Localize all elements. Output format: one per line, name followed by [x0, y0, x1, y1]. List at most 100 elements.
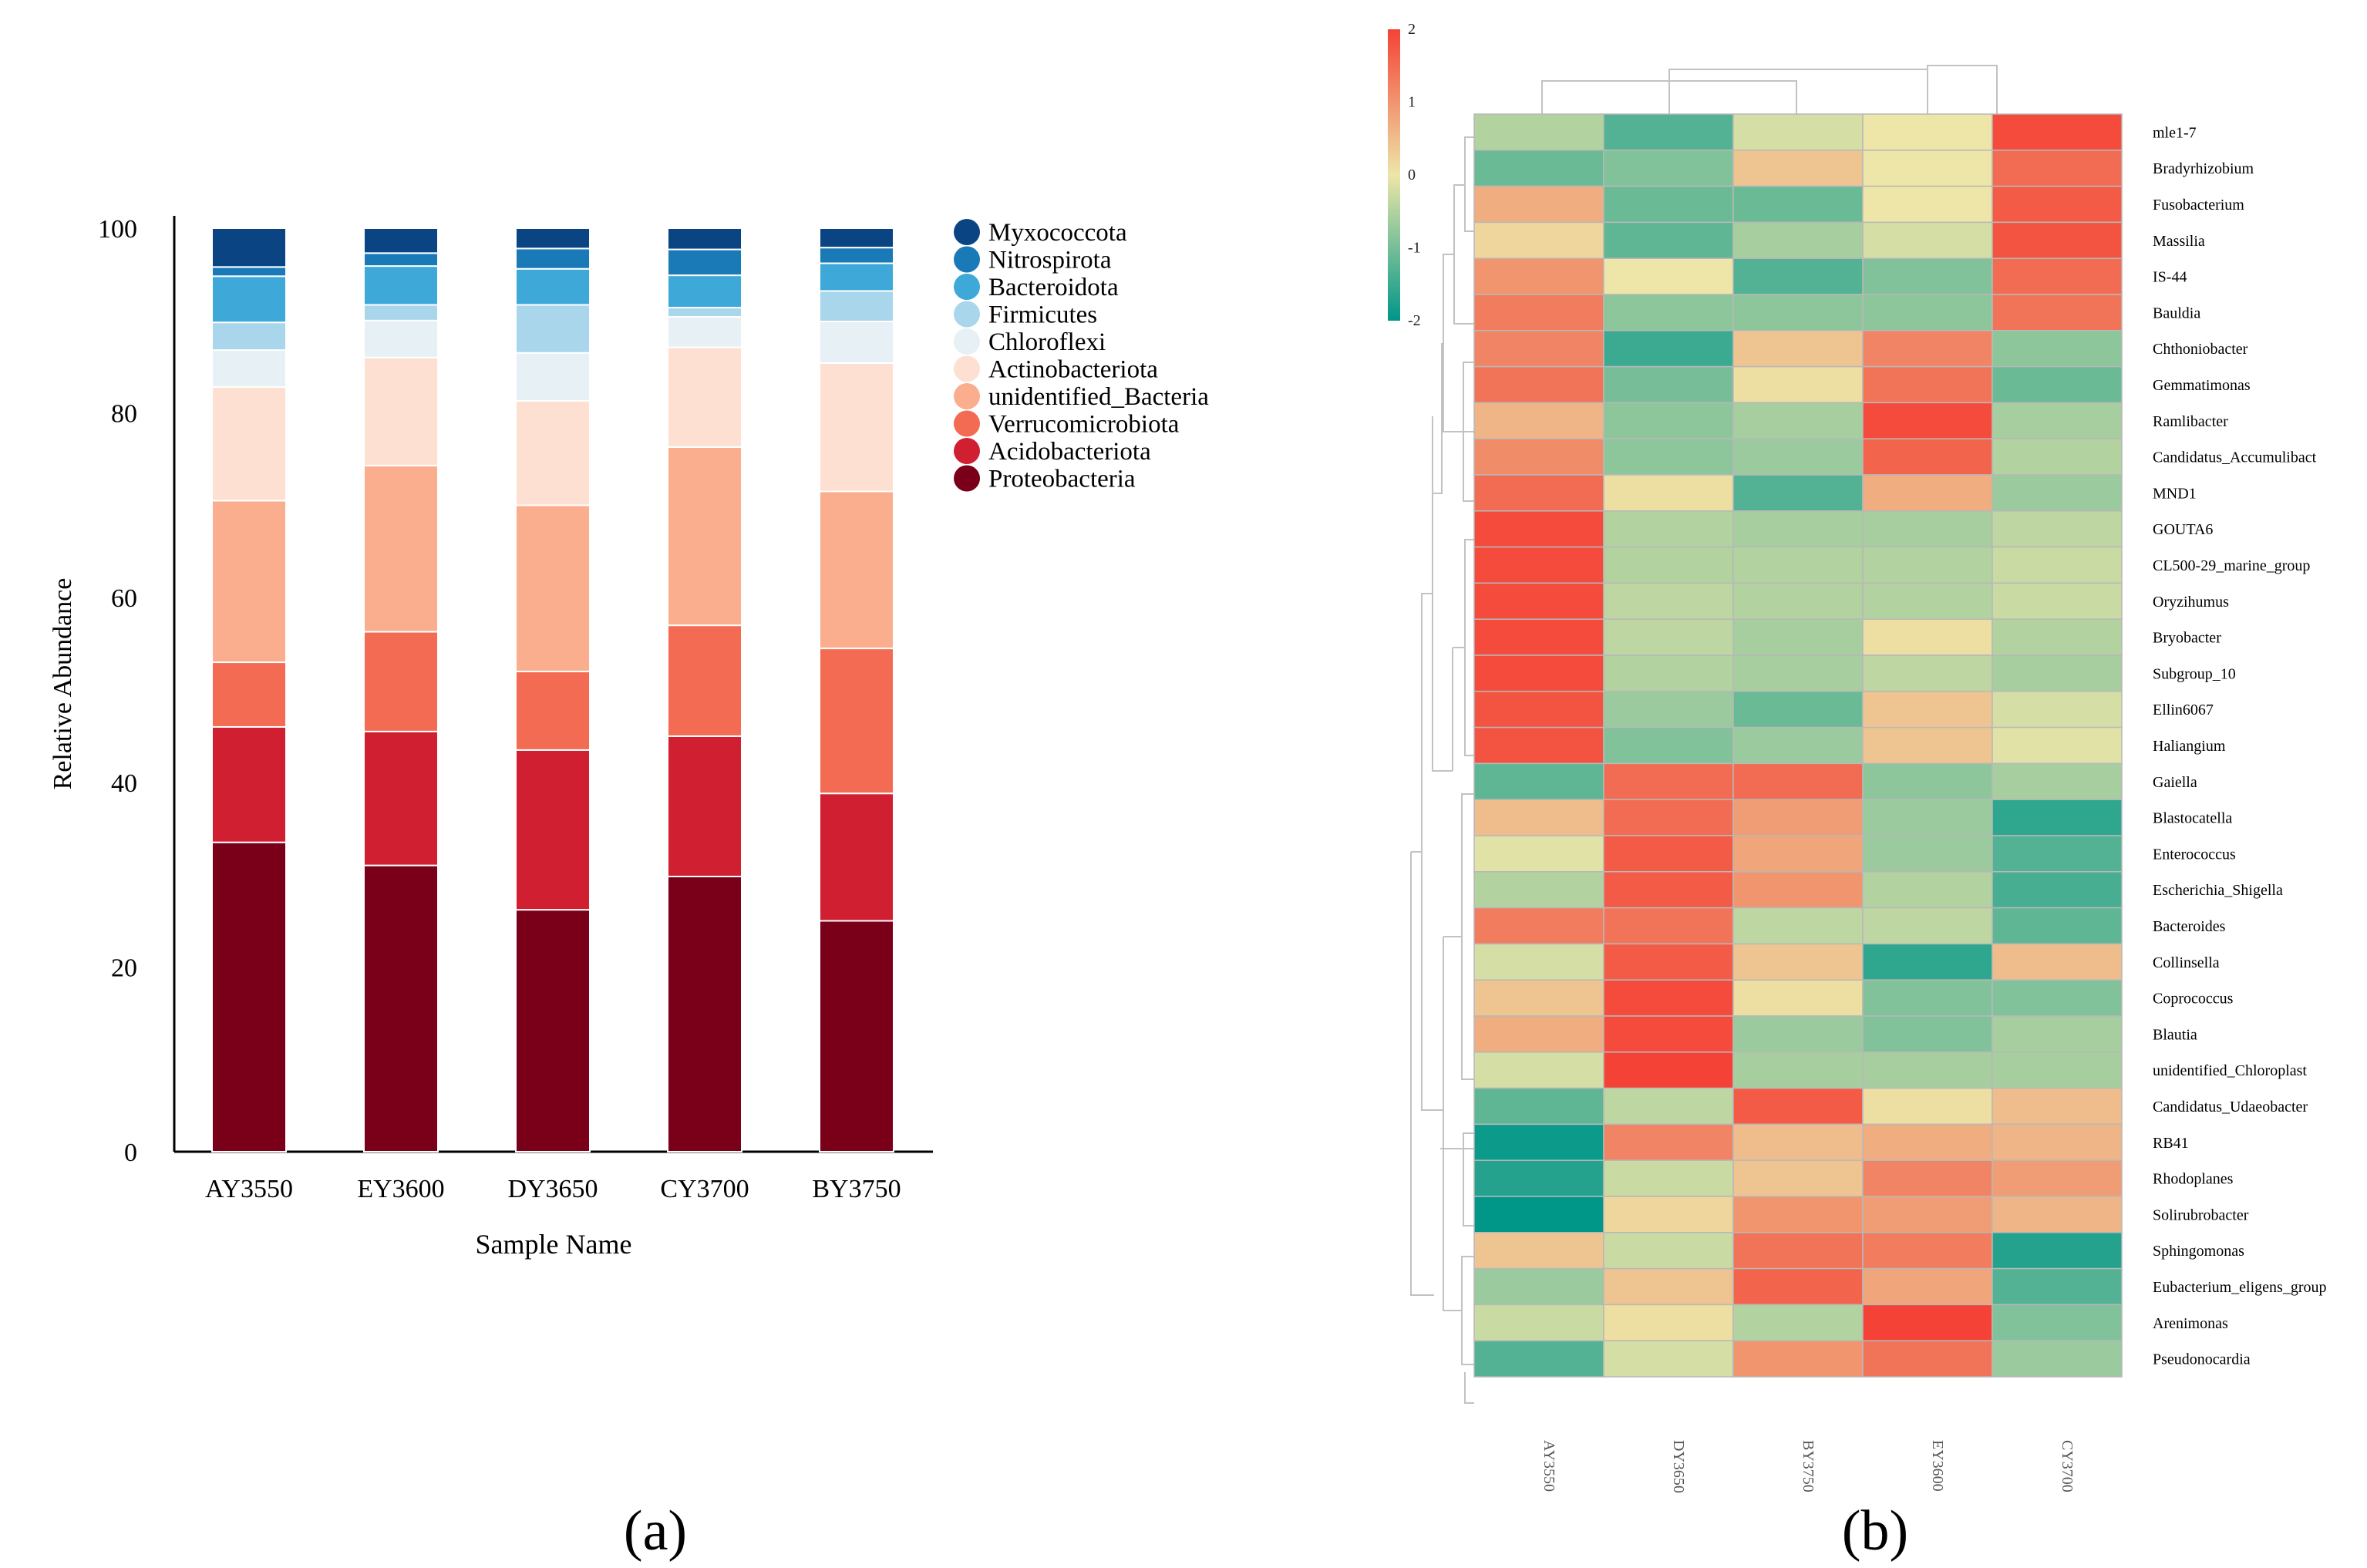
heatmap-cell: [1862, 582, 1993, 620]
column-label: DY3650: [1670, 1440, 1687, 1493]
heatmap-cell: [1992, 1087, 2123, 1126]
legend-swatch: [954, 465, 980, 492]
bar-segment: [515, 504, 591, 673]
legend-item: Actinobacteriota: [954, 355, 1158, 384]
row-label: Blastocatella: [2153, 810, 2232, 827]
heatmap-cell: [1732, 654, 1864, 692]
heatmap-cell: [1603, 474, 1734, 512]
heatmap-cell: [1603, 1232, 1734, 1270]
heatmap-cell: [1862, 762, 1993, 800]
heatmap-cell: [1992, 150, 2123, 187]
heatmap-cell: [1473, 1123, 1604, 1161]
heatmap-cell: [1473, 1015, 1604, 1053]
heatmap-cell: [1992, 618, 2123, 656]
legend-swatch: [954, 219, 980, 245]
heatmap-cell: [1992, 510, 2123, 548]
row-label: Haliangium: [2153, 738, 2226, 755]
heatmap-cell: [1473, 943, 1604, 981]
heatmap-cell: [1473, 799, 1604, 836]
row-label: Fusobacterium: [2153, 197, 2244, 214]
heatmap-cell: [1732, 221, 1864, 259]
row-label: Coprococcus: [2153, 991, 2234, 1008]
heatmap-cell: [1603, 618, 1734, 656]
heatmap-cell: [1473, 1196, 1604, 1233]
heatmap-cell: [1732, 691, 1864, 728]
heatmap-cell: [1992, 1159, 2123, 1197]
row-label: CL500-29_marine_group: [2153, 557, 2310, 574]
bar-segment: [211, 841, 287, 1153]
legend-label: Myxococcota: [988, 219, 1127, 247]
heatmap-cell: [1603, 113, 1734, 151]
y-tick-label: 80: [111, 400, 137, 429]
heatmap-cell: [1862, 1087, 1993, 1126]
heatmap-cell: [1732, 979, 1864, 1017]
heatmap-cell: [1992, 691, 2123, 728]
heatmap-cell: [1473, 1267, 1604, 1306]
heatmap-cell: [1732, 582, 1864, 620]
heatmap-cell: [1732, 1304, 1864, 1341]
bar-segment: [363, 252, 439, 268]
row-label: Ellin6067: [2153, 702, 2214, 718]
legend-label: Acidobacteriota: [988, 438, 1151, 466]
row-label: Gemmatimonas: [2153, 377, 2251, 394]
legend-label: Firmicutes: [988, 301, 1097, 329]
heatmap-cell: [1862, 1123, 1993, 1161]
bar-segment: [667, 248, 742, 277]
heatmap-cell: [1603, 871, 1734, 909]
bar-segment: [819, 227, 894, 249]
heatmap-cell: [1473, 726, 1604, 765]
heatmap-cell: [1732, 835, 1864, 873]
heatmap-cell: [1992, 438, 2123, 476]
bar-segment: [819, 247, 894, 264]
y-tick-label: 60: [111, 584, 137, 613]
heatmap-cell: [1862, 1232, 1993, 1270]
heatmap-cell: [1603, 221, 1734, 259]
legend-swatch: [954, 328, 980, 355]
heatmap-cell: [1992, 654, 2123, 692]
bar-segment: [363, 304, 439, 321]
heatmap-cell: [1732, 907, 1864, 945]
bar-segment: [515, 304, 591, 354]
heatmap-cell: [1732, 113, 1864, 151]
heatmap-cell: [1603, 1304, 1734, 1341]
heatmap-cell: [1603, 438, 1734, 476]
heatmap-cell: [1603, 365, 1734, 404]
heatmap-cell: [1473, 257, 1604, 295]
heatmap-cell: [1992, 979, 2123, 1017]
heatmap-cell: [1473, 907, 1604, 945]
heatmap-cell: [1732, 365, 1864, 404]
heatmap-cell: [1862, 150, 1993, 187]
legend-swatch: [954, 355, 980, 382]
row-label: mle1-7: [2153, 124, 2197, 141]
heatmap-cell: [1862, 330, 1993, 368]
heatmap-cell: [1732, 1015, 1864, 1053]
heatmap-cell: [1603, 1267, 1734, 1306]
bar-segment: [667, 446, 742, 627]
heatmap-cell: [1992, 330, 2123, 368]
heatmap-cell: [1603, 294, 1734, 331]
heatmap-cell: [1473, 871, 1604, 909]
bar-segment: [819, 362, 894, 493]
heatmap-cell: [1732, 1087, 1864, 1126]
row-label: Blautia: [2153, 1026, 2197, 1043]
heatmap-cell: [1862, 1052, 1993, 1089]
row-label: Rhodoplanes: [2153, 1171, 2234, 1188]
heatmap-cell: [1473, 546, 1604, 584]
heatmap-cell: [1992, 871, 2123, 909]
heatmap-cell: [1862, 1196, 1993, 1233]
column-dendrogram: [1541, 65, 1998, 114]
legend-label: Actinobacteriota: [988, 356, 1158, 384]
heatmap-cell: [1992, 257, 2123, 295]
legend-item: Firmicutes: [954, 301, 1097, 329]
heatmap-cell: [1862, 510, 1993, 548]
heatmap-cell: [1992, 943, 2123, 981]
heatmap-cell: [1603, 402, 1734, 439]
heatmap-cell: [1603, 1052, 1734, 1089]
heatmap-cell: [1473, 1087, 1604, 1126]
heatmap-cell: [1862, 691, 1993, 728]
heatmap-cell: [1603, 546, 1734, 584]
bar-segment: [667, 735, 742, 877]
heatmap-cell: [1732, 510, 1864, 548]
heatmap-cell: [1603, 979, 1734, 1017]
heatmap-cell: [1732, 799, 1864, 836]
